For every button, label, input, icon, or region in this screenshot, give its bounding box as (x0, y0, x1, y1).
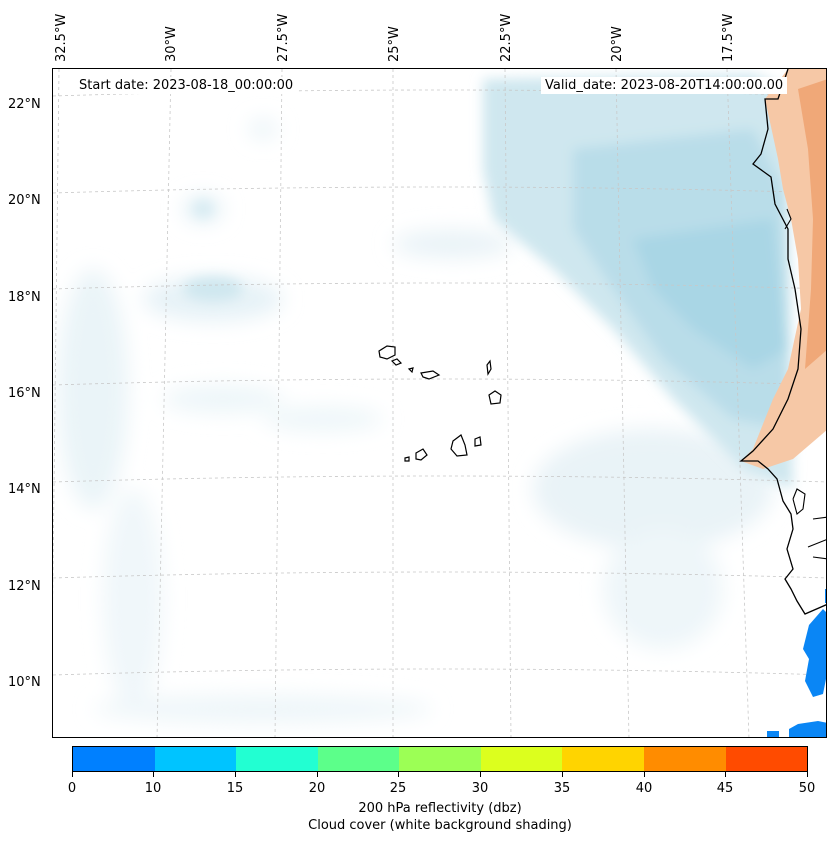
lon-label-25w: 25°W (387, 26, 402, 62)
colorbar-tick-label: 45 (716, 781, 734, 796)
colorbar-tick-label: 0 (67, 781, 77, 796)
colorbar-tick-label: 15 (226, 781, 244, 796)
colorbar-tick-label: 10 (144, 781, 162, 796)
africa-coast (739, 69, 826, 615)
map-panel (52, 68, 827, 738)
lat-label-18n: 18°N (8, 290, 41, 305)
colorbar-tick-label: 25 (389, 781, 407, 796)
lon-label-22-5w: 22.5°W (499, 13, 514, 62)
colorbar-sublabel: Cloud cover (white background shading) (308, 818, 572, 833)
colorbar-tick (153, 772, 154, 777)
lat-label-20n: 20°N (8, 193, 41, 208)
lat-label-16n: 16°N (8, 386, 41, 401)
colorbar-tick (72, 772, 73, 777)
cloud-cover-dense (183, 74, 793, 489)
colorbar-tick-label: 50 (798, 781, 816, 796)
colorbar-tick (235, 772, 236, 777)
lon-label-17-5w: 17.5°W (721, 13, 736, 62)
cape-verde-islands (378, 345, 502, 462)
colorbar-segment-15-20 (236, 747, 318, 771)
cloud-cover-light (58, 119, 773, 723)
lon-label-27-5w: 27.5°W (276, 13, 291, 62)
colorbar-segment-35-40 (562, 747, 644, 771)
colorbar-tick (562, 772, 563, 777)
graticule (53, 69, 826, 737)
lat-label-12n: 12°N (8, 579, 41, 594)
lat-label-22n: 22°N (8, 97, 41, 112)
map-canvas (53, 69, 826, 737)
colorbar-tick (480, 772, 481, 777)
lon-label-30w: 30°W (164, 26, 179, 62)
colorbar-tick-label: 20 (308, 781, 326, 796)
lat-label-14n: 14°N (8, 482, 41, 497)
colorbar-tick (725, 772, 726, 777)
lon-label-32-5w: 32.5°W (54, 13, 69, 62)
colorbar-segment-30-35 (480, 747, 563, 771)
lon-label-20w: 20°W (610, 26, 625, 62)
colorbar-segment-25-30 (399, 747, 481, 771)
reflectivity-patches (767, 589, 826, 737)
colorbar-tick-label: 30 (471, 781, 489, 796)
colorbar-segment-45-50 (725, 747, 808, 771)
colorbar (72, 746, 808, 772)
colorbar-tick-label: 40 (635, 781, 653, 796)
colorbar-label: 200 hPa reflectivity (dbz) (358, 801, 522, 816)
lat-label-10n: 10°N (8, 675, 41, 690)
colorbar-tick (807, 772, 808, 777)
colorbar-tick (398, 772, 399, 777)
colorbar-tick (644, 772, 645, 777)
valid-date-label: Valid_date: 2023-08-20T14:00:00.00 (541, 77, 788, 94)
colorbar-segment-10-15 (154, 747, 237, 771)
colorbar-segment-40-45 (643, 747, 726, 771)
colorbar-segment-0-10 (73, 747, 155, 771)
colorbar-segment-20-25 (317, 747, 400, 771)
start-date-label: Start date: 2023-08-18_00:00:00 (75, 77, 298, 94)
colorbar-tick (317, 772, 318, 777)
colorbar-tick-label: 35 (553, 781, 571, 796)
